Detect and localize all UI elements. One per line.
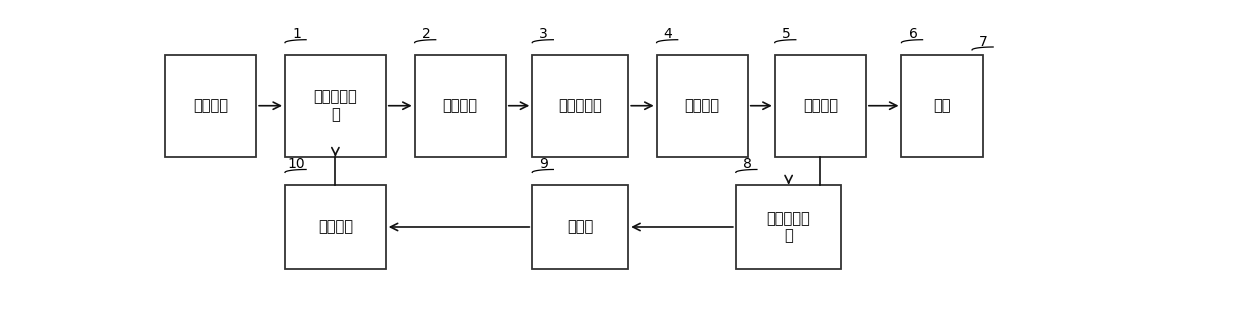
Text: 滤波电路: 滤波电路 [803,98,838,113]
Bar [165,55,256,157]
Text: 功率变换电
路: 功率变换电 路 [313,89,357,122]
Bar [902,55,983,157]
Text: 1: 1 [292,27,301,42]
Text: 3: 3 [539,27,548,42]
Bar [285,55,385,157]
Bar [285,185,385,269]
Text: 高频变压器: 高频变压器 [559,98,602,113]
Text: 负载: 负载 [933,98,952,113]
Text: 8: 8 [743,157,752,171]
Text: 2: 2 [421,27,430,42]
Bar [533,185,628,269]
Text: 采样调理电
路: 采样调理电 路 [767,211,810,243]
Bar [533,55,628,157]
Text: 输入电源: 输入电源 [193,98,228,113]
Text: 5: 5 [782,27,790,42]
Bar [657,55,748,157]
Text: 驱动电路: 驱动电路 [318,220,353,234]
Text: 6: 6 [908,27,917,42]
Bar [736,185,841,269]
Text: 控制器: 控制器 [567,220,593,234]
Bar [774,55,866,157]
Text: 谐振电路: 谐振电路 [442,98,478,113]
Text: 10: 10 [287,157,305,171]
Bar [415,55,506,157]
Text: 7: 7 [979,35,987,49]
Text: 整流电路: 整流电路 [685,98,720,113]
Text: 9: 9 [539,157,548,171]
Text: 4: 4 [664,27,673,42]
